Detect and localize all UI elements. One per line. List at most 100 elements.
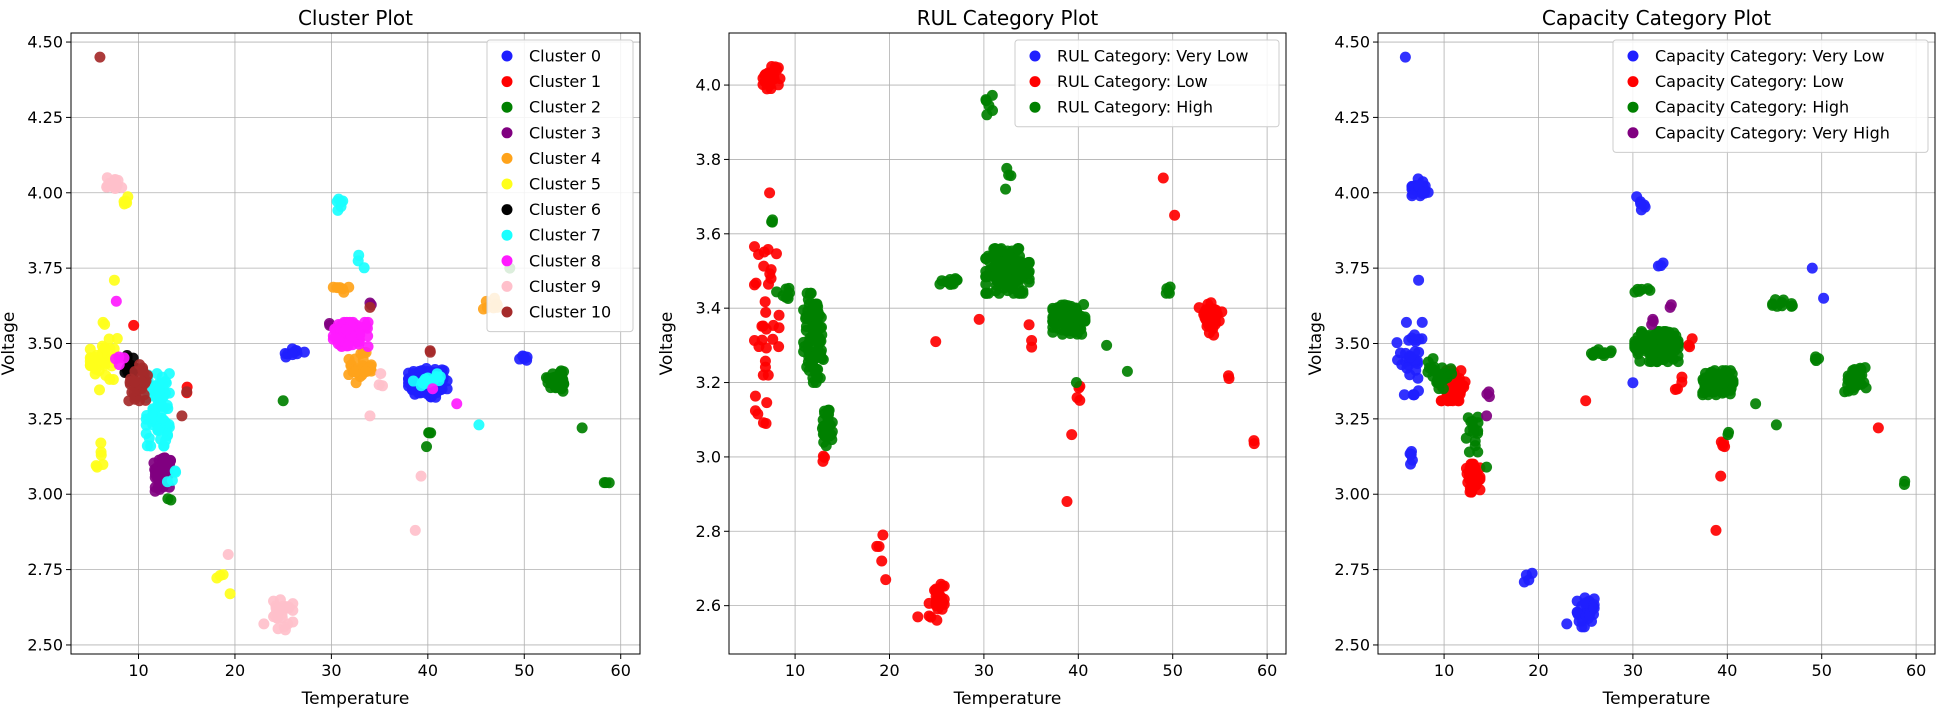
legend-marker <box>1029 76 1041 88</box>
data-point <box>364 410 376 422</box>
data-point <box>930 336 942 348</box>
legend: Capacity Category: Very Low Capacity Cate… <box>1612 39 1929 153</box>
legend-label: Cluster 8 <box>529 251 601 270</box>
legend-label: RUL Category: High <box>1057 98 1213 117</box>
data-point <box>1017 287 1029 299</box>
data-point <box>1406 190 1418 202</box>
data-point <box>1523 574 1535 586</box>
legend-label: Capacity Category: Very Low <box>1655 47 1885 66</box>
legend-box <box>1014 39 1280 128</box>
data-point <box>95 446 107 458</box>
data-point <box>421 441 433 453</box>
data-point <box>773 309 785 321</box>
data-point <box>358 262 370 274</box>
legend-label: Cluster 5 <box>529 175 601 194</box>
data-point <box>1400 316 1412 328</box>
series-4-points <box>1481 299 1677 422</box>
data-point <box>160 435 172 447</box>
y-tick-label: 2.75 <box>1334 560 1370 579</box>
data-point <box>129 376 141 388</box>
data-point <box>1121 365 1133 377</box>
legend-label: Cluster 4 <box>529 149 601 168</box>
x-tick-label: 40 <box>418 661 438 680</box>
x-tick-label: 10 <box>785 661 805 680</box>
data-point <box>1417 186 1429 198</box>
y-tick-label: 3.0 <box>696 447 721 466</box>
data-point <box>1633 285 1645 297</box>
data-point <box>1442 395 1454 407</box>
data-point <box>873 540 885 552</box>
y-tick-label: 2.6 <box>696 596 721 615</box>
data-point <box>770 248 782 260</box>
data-point <box>340 324 352 336</box>
legend: Cluster 0 Cluster 1 Cluster 2 Cluster 3 Clus… <box>486 39 634 333</box>
data-point <box>1164 281 1176 293</box>
y-tick-label: 4.0 <box>696 76 721 95</box>
data-point <box>760 323 772 335</box>
data-point <box>1001 162 1013 174</box>
data-point <box>753 249 765 261</box>
y-tick-label: 3.50 <box>1334 334 1370 353</box>
data-point <box>1067 311 1079 323</box>
data-point <box>277 395 289 407</box>
y-tick-label: 2.50 <box>1334 635 1370 654</box>
series-3-points <box>162 262 615 506</box>
y-tick-label: 3.00 <box>1334 485 1370 504</box>
legend-label: Cluster 7 <box>529 226 601 245</box>
data-point <box>823 420 835 432</box>
legend-label: RUL Category: Low <box>1057 72 1208 91</box>
data-point <box>1627 377 1639 389</box>
data-point <box>1672 338 1684 350</box>
y-axis-label: Voltage <box>1306 312 1326 376</box>
data-point <box>1647 349 1659 361</box>
data-point <box>1070 377 1082 389</box>
data-point <box>1580 395 1592 407</box>
series-9-points <box>110 295 463 410</box>
data-point <box>343 369 355 381</box>
data-point <box>1786 300 1798 312</box>
data-point <box>415 470 427 482</box>
data-point <box>141 410 153 422</box>
data-point <box>427 383 439 395</box>
data-point <box>133 395 145 407</box>
data-point <box>1391 337 1403 349</box>
data-point <box>930 583 942 595</box>
data-point <box>1026 334 1038 346</box>
chart-panel-1: 10 20 30 40 50 60 2.50 2.75 3.00 3.25 3.50 3.75 4.00… <box>0 6 641 709</box>
data-point <box>762 278 774 290</box>
data-point <box>1665 299 1677 311</box>
data-point <box>784 287 796 299</box>
data-point <box>1248 435 1260 447</box>
data-point <box>152 424 164 436</box>
data-point <box>156 412 168 424</box>
data-point <box>416 377 428 389</box>
x-tick-label: 50 <box>1163 661 1183 680</box>
data-point <box>1413 274 1425 286</box>
data-point <box>764 187 776 199</box>
data-point <box>1004 253 1016 265</box>
data-point <box>1571 607 1583 619</box>
legend-marker <box>1029 101 1041 113</box>
legend-label: Cluster 9 <box>529 277 601 296</box>
chart-panel-3: 10 20 30 40 50 60 2.50 2.75 3.00 3.25 3.50 3.75 4.00… <box>1306 6 1936 709</box>
legend-marker <box>501 178 513 190</box>
legend-marker <box>501 76 513 88</box>
data-point <box>1199 312 1211 324</box>
data-point <box>103 333 115 345</box>
data-point <box>558 378 570 390</box>
legend-marker <box>501 50 513 62</box>
x-axis-label: Temperature <box>301 689 410 709</box>
data-point <box>224 588 236 600</box>
x-axis-label: Temperature <box>1602 689 1711 709</box>
data-point <box>521 351 533 363</box>
data-point <box>1427 353 1439 365</box>
data-point <box>1405 449 1417 461</box>
data-point <box>1655 260 1667 272</box>
data-point <box>1048 317 1060 329</box>
y-tick-label: 3.25 <box>1334 409 1370 428</box>
data-point <box>1460 432 1472 444</box>
data-point <box>756 334 768 346</box>
data-point <box>473 419 485 431</box>
data-point <box>1859 362 1871 374</box>
